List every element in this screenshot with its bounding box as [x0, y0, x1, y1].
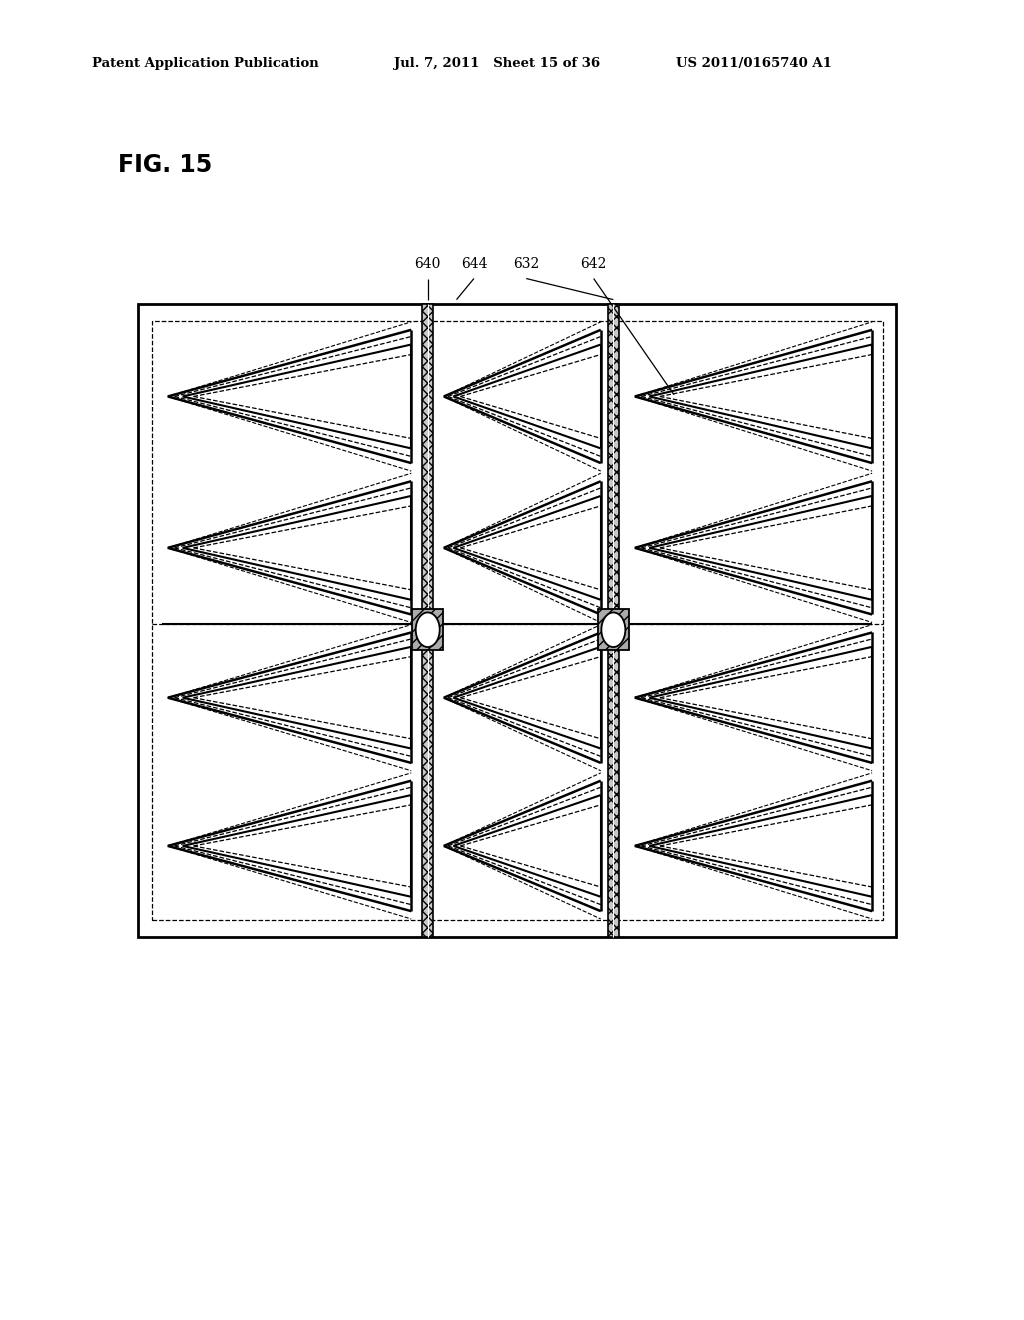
Text: 642: 642	[581, 256, 607, 271]
Ellipse shape	[416, 612, 439, 647]
Bar	[138, 304, 896, 937]
Text: Jul. 7, 2011   Sheet 15 of 36: Jul. 7, 2011 Sheet 15 of 36	[394, 57, 600, 70]
Text: 640: 640	[415, 256, 441, 271]
Text: FIG. 15: FIG. 15	[118, 153, 212, 177]
Text: US 2011/0165740 A1: US 2011/0165740 A1	[676, 57, 831, 70]
Text: Patent Application Publication: Patent Application Publication	[92, 57, 318, 70]
Bar	[422, 304, 433, 937]
Text: 644: 644	[461, 256, 487, 271]
Ellipse shape	[601, 612, 626, 647]
Bar	[598, 609, 629, 651]
Bar	[152, 321, 883, 920]
Text: 632: 632	[513, 256, 540, 271]
Bar	[412, 609, 443, 651]
Bar	[607, 304, 618, 937]
